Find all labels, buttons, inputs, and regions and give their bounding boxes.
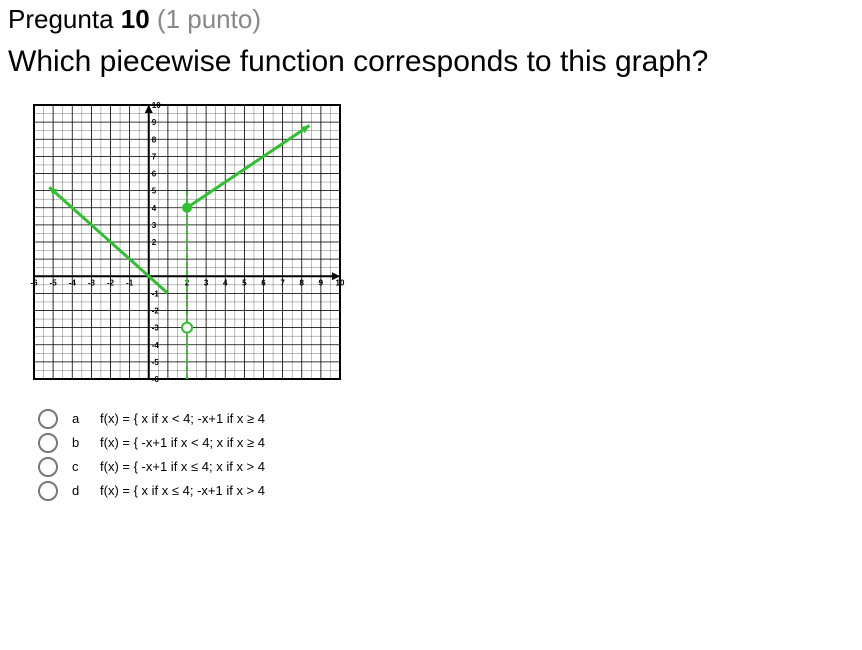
answer-options: a f(x) = { x if x < 4; -x+1 if x ≥ 4 b f… bbox=[38, 409, 854, 501]
svg-text:-4: -4 bbox=[152, 340, 160, 349]
svg-text:2: 2 bbox=[152, 238, 157, 247]
svg-text:9: 9 bbox=[152, 118, 157, 127]
option-row[interactable]: c f(x) = { -x+1 if x ≤ 4; x if x > 4 bbox=[38, 457, 854, 477]
svg-text:-1: -1 bbox=[152, 289, 160, 298]
svg-text:-2: -2 bbox=[152, 306, 160, 315]
option-text: f(x) = { x if x ≤ 4; -x+1 if x > 4 bbox=[100, 483, 265, 498]
svg-text:3: 3 bbox=[152, 221, 157, 230]
svg-text:-5: -5 bbox=[50, 278, 58, 287]
svg-text:-3: -3 bbox=[152, 323, 160, 332]
svg-text:-4: -4 bbox=[69, 278, 77, 287]
question-prompt: Which piecewise function corresponds to … bbox=[8, 43, 854, 81]
svg-text:9: 9 bbox=[319, 278, 324, 287]
svg-text:3: 3 bbox=[204, 278, 209, 287]
option-row[interactable]: d f(x) = { x if x ≤ 4; -x+1 if x > 4 bbox=[38, 481, 854, 501]
svg-text:8: 8 bbox=[152, 135, 157, 144]
svg-text:4: 4 bbox=[152, 203, 157, 212]
svg-text:6: 6 bbox=[261, 278, 266, 287]
option-key: c bbox=[72, 459, 100, 474]
svg-text:4: 4 bbox=[223, 278, 228, 287]
question-header: Pregunta 10 (1 punto) bbox=[8, 4, 854, 35]
graph-container: -6-5-4-3-2-123456789102345678910-1-2-3-4… bbox=[20, 99, 350, 389]
radio-icon[interactable] bbox=[38, 433, 58, 453]
option-key: a bbox=[72, 411, 100, 426]
svg-text:-3: -3 bbox=[88, 278, 96, 287]
question-points: (1 punto) bbox=[157, 4, 261, 34]
svg-text:-5: -5 bbox=[152, 358, 160, 367]
option-row[interactable]: a f(x) = { x if x < 4; -x+1 if x ≥ 4 bbox=[38, 409, 854, 429]
svg-text:5: 5 bbox=[242, 278, 247, 287]
svg-text:-1: -1 bbox=[126, 278, 134, 287]
radio-icon[interactable] bbox=[38, 409, 58, 429]
question-number: 10 bbox=[121, 4, 150, 34]
option-text: f(x) = { -x+1 if x ≤ 4; x if x > 4 bbox=[100, 459, 265, 474]
piecewise-graph: -6-5-4-3-2-123456789102345678910-1-2-3-4… bbox=[20, 99, 350, 389]
radio-icon[interactable] bbox=[38, 457, 58, 477]
option-key: d bbox=[72, 483, 100, 498]
option-key: b bbox=[72, 435, 100, 450]
option-text: f(x) = { -x+1 if x < 4; x if x ≥ 4 bbox=[100, 435, 265, 450]
svg-text:6: 6 bbox=[152, 169, 157, 178]
svg-text:7: 7 bbox=[280, 278, 285, 287]
svg-text:5: 5 bbox=[152, 186, 157, 195]
svg-text:7: 7 bbox=[152, 152, 157, 161]
radio-icon[interactable] bbox=[38, 481, 58, 501]
option-row[interactable]: b f(x) = { -x+1 if x < 4; x if x ≥ 4 bbox=[38, 433, 854, 453]
question-label: Pregunta bbox=[8, 4, 114, 34]
svg-text:-2: -2 bbox=[107, 278, 115, 287]
svg-text:8: 8 bbox=[300, 278, 305, 287]
option-text: f(x) = { x if x < 4; -x+1 if x ≥ 4 bbox=[100, 411, 265, 426]
